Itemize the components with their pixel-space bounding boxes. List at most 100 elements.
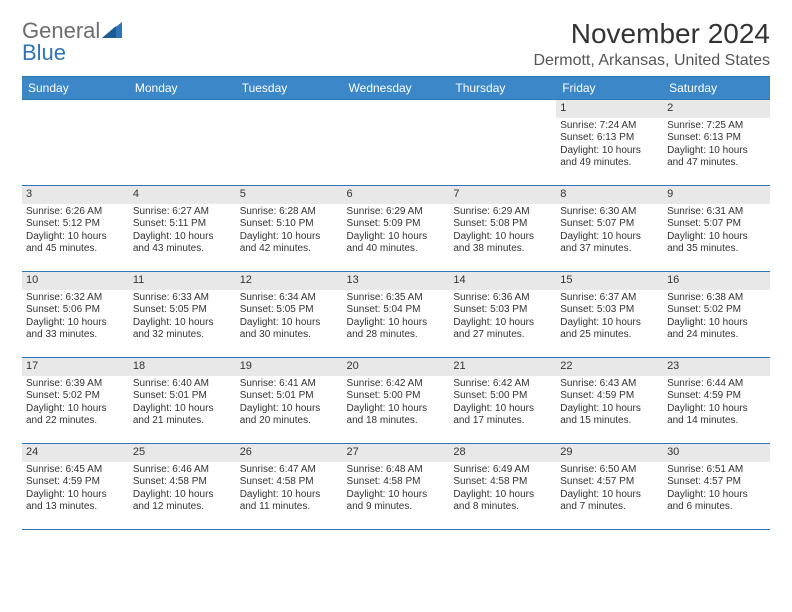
calendar-day-cell: 10Sunrise: 6:32 AMSunset: 5:06 PMDayligh… <box>22 272 129 358</box>
calendar-day-cell: 24Sunrise: 6:45 AMSunset: 4:59 PMDayligh… <box>22 444 129 530</box>
sunrise-text: Sunrise: 6:47 AM <box>240 464 339 477</box>
calendar-day-cell: 7Sunrise: 6:29 AMSunset: 5:08 PMDaylight… <box>449 186 556 272</box>
day-number: 28 <box>449 444 556 462</box>
month-title: November 2024 <box>533 18 770 50</box>
calendar-day-cell: 27Sunrise: 6:48 AMSunset: 4:58 PMDayligh… <box>343 444 450 530</box>
daylight2-text: and 43 minutes. <box>133 243 232 256</box>
daylight2-text: and 11 minutes. <box>240 501 339 514</box>
sunrise-text: Sunrise: 6:48 AM <box>347 464 446 477</box>
day-number: 30 <box>663 444 770 462</box>
daylight2-text: and 15 minutes. <box>560 415 659 428</box>
calendar-day-cell: 23Sunrise: 6:44 AMSunset: 4:59 PMDayligh… <box>663 358 770 444</box>
daylight1-text: Daylight: 10 hours <box>133 403 232 416</box>
calendar-page: General Blue November 2024 Dermott, Arka… <box>0 0 792 540</box>
sunrise-text: Sunrise: 6:34 AM <box>240 292 339 305</box>
sunrise-text: Sunrise: 6:26 AM <box>26 206 125 219</box>
calendar-day-cell: 28Sunrise: 6:49 AMSunset: 4:58 PMDayligh… <box>449 444 556 530</box>
sunset-text: Sunset: 5:07 PM <box>560 218 659 231</box>
calendar-day-cell: 25Sunrise: 6:46 AMSunset: 4:58 PMDayligh… <box>129 444 236 530</box>
sunset-text: Sunset: 4:58 PM <box>347 476 446 489</box>
sunset-text: Sunset: 6:13 PM <box>560 132 659 145</box>
daylight1-text: Daylight: 10 hours <box>560 231 659 244</box>
daylight2-text: and 47 minutes. <box>667 157 766 170</box>
daylight2-text: and 24 minutes. <box>667 329 766 342</box>
calendar-day-cell: 18Sunrise: 6:40 AMSunset: 5:01 PMDayligh… <box>129 358 236 444</box>
weekday-header: Saturday <box>663 77 770 100</box>
day-number: 14 <box>449 272 556 290</box>
daylight2-text: and 37 minutes. <box>560 243 659 256</box>
daylight2-text: and 42 minutes. <box>240 243 339 256</box>
calendar-week-row: 17Sunrise: 6:39 AMSunset: 5:02 PMDayligh… <box>22 358 770 444</box>
calendar-day-cell: 30Sunrise: 6:51 AMSunset: 4:57 PMDayligh… <box>663 444 770 530</box>
sunset-text: Sunset: 4:59 PM <box>667 390 766 403</box>
sunset-text: Sunset: 4:57 PM <box>560 476 659 489</box>
day-number: 27 <box>343 444 450 462</box>
day-number: 4 <box>129 186 236 204</box>
sunrise-text: Sunrise: 6:40 AM <box>133 378 232 391</box>
daylight2-text: and 35 minutes. <box>667 243 766 256</box>
daylight2-text: and 25 minutes. <box>560 329 659 342</box>
calendar-day-cell: 1Sunrise: 7:24 AMSunset: 6:13 PMDaylight… <box>556 100 663 186</box>
calendar-day-cell: 29Sunrise: 6:50 AMSunset: 4:57 PMDayligh… <box>556 444 663 530</box>
sunrise-text: Sunrise: 6:41 AM <box>240 378 339 391</box>
day-number: 23 <box>663 358 770 376</box>
sunrise-text: Sunrise: 6:42 AM <box>347 378 446 391</box>
calendar-day-cell: 12Sunrise: 6:34 AMSunset: 5:05 PMDayligh… <box>236 272 343 358</box>
calendar-day-cell: 14Sunrise: 6:36 AMSunset: 5:03 PMDayligh… <box>449 272 556 358</box>
calendar-week-row: 24Sunrise: 6:45 AMSunset: 4:59 PMDayligh… <box>22 444 770 530</box>
calendar-day-cell: 20Sunrise: 6:42 AMSunset: 5:00 PMDayligh… <box>343 358 450 444</box>
daylight1-text: Daylight: 10 hours <box>667 403 766 416</box>
weekday-header: Sunday <box>22 77 129 100</box>
sunset-text: Sunset: 5:02 PM <box>667 304 766 317</box>
calendar-day-cell: 9Sunrise: 6:31 AMSunset: 5:07 PMDaylight… <box>663 186 770 272</box>
daylight2-text: and 7 minutes. <box>560 501 659 514</box>
calendar-week-row: 10Sunrise: 6:32 AMSunset: 5:06 PMDayligh… <box>22 272 770 358</box>
calendar-day-cell <box>129 100 236 186</box>
calendar-day-cell: 6Sunrise: 6:29 AMSunset: 5:09 PMDaylight… <box>343 186 450 272</box>
sunset-text: Sunset: 4:58 PM <box>453 476 552 489</box>
sunrise-text: Sunrise: 6:50 AM <box>560 464 659 477</box>
weekday-header-row: Sunday Monday Tuesday Wednesday Thursday… <box>22 77 770 100</box>
day-number: 18 <box>129 358 236 376</box>
daylight2-text: and 49 minutes. <box>560 157 659 170</box>
calendar-day-cell: 2Sunrise: 7:25 AMSunset: 6:13 PMDaylight… <box>663 100 770 186</box>
sunset-text: Sunset: 5:01 PM <box>240 390 339 403</box>
calendar-day-cell <box>343 100 450 186</box>
calendar-day-cell <box>449 100 556 186</box>
day-number: 1 <box>556 100 663 118</box>
daylight1-text: Daylight: 10 hours <box>453 403 552 416</box>
sunrise-text: Sunrise: 6:45 AM <box>26 464 125 477</box>
daylight1-text: Daylight: 10 hours <box>560 145 659 158</box>
sunset-text: Sunset: 5:08 PM <box>453 218 552 231</box>
header: General Blue November 2024 Dermott, Arka… <box>22 18 770 70</box>
sunrise-text: Sunrise: 7:25 AM <box>667 120 766 133</box>
daylight1-text: Daylight: 10 hours <box>453 231 552 244</box>
daylight2-text: and 21 minutes. <box>133 415 232 428</box>
weekday-header: Thursday <box>449 77 556 100</box>
daylight1-text: Daylight: 10 hours <box>560 489 659 502</box>
calendar-day-cell: 13Sunrise: 6:35 AMSunset: 5:04 PMDayligh… <box>343 272 450 358</box>
sunset-text: Sunset: 5:03 PM <box>453 304 552 317</box>
day-number: 6 <box>343 186 450 204</box>
daylight2-text: and 18 minutes. <box>347 415 446 428</box>
calendar-day-cell: 11Sunrise: 6:33 AMSunset: 5:05 PMDayligh… <box>129 272 236 358</box>
calendar-week-row: 1Sunrise: 7:24 AMSunset: 6:13 PMDaylight… <box>22 100 770 186</box>
daylight1-text: Daylight: 10 hours <box>26 489 125 502</box>
day-number: 19 <box>236 358 343 376</box>
sunrise-text: Sunrise: 6:46 AM <box>133 464 232 477</box>
daylight1-text: Daylight: 10 hours <box>560 317 659 330</box>
title-block: November 2024 Dermott, Arkansas, United … <box>533 18 770 70</box>
sunset-text: Sunset: 5:10 PM <box>240 218 339 231</box>
sunset-text: Sunset: 5:00 PM <box>347 390 446 403</box>
day-number: 25 <box>129 444 236 462</box>
day-number: 20 <box>343 358 450 376</box>
sunrise-text: Sunrise: 6:39 AM <box>26 378 125 391</box>
daylight2-text: and 9 minutes. <box>347 501 446 514</box>
calendar-day-cell: 21Sunrise: 6:42 AMSunset: 5:00 PMDayligh… <box>449 358 556 444</box>
calendar-day-cell <box>22 100 129 186</box>
sunset-text: Sunset: 5:02 PM <box>26 390 125 403</box>
daylight1-text: Daylight: 10 hours <box>560 403 659 416</box>
daylight2-text: and 28 minutes. <box>347 329 446 342</box>
day-number: 10 <box>22 272 129 290</box>
sunset-text: Sunset: 5:06 PM <box>26 304 125 317</box>
